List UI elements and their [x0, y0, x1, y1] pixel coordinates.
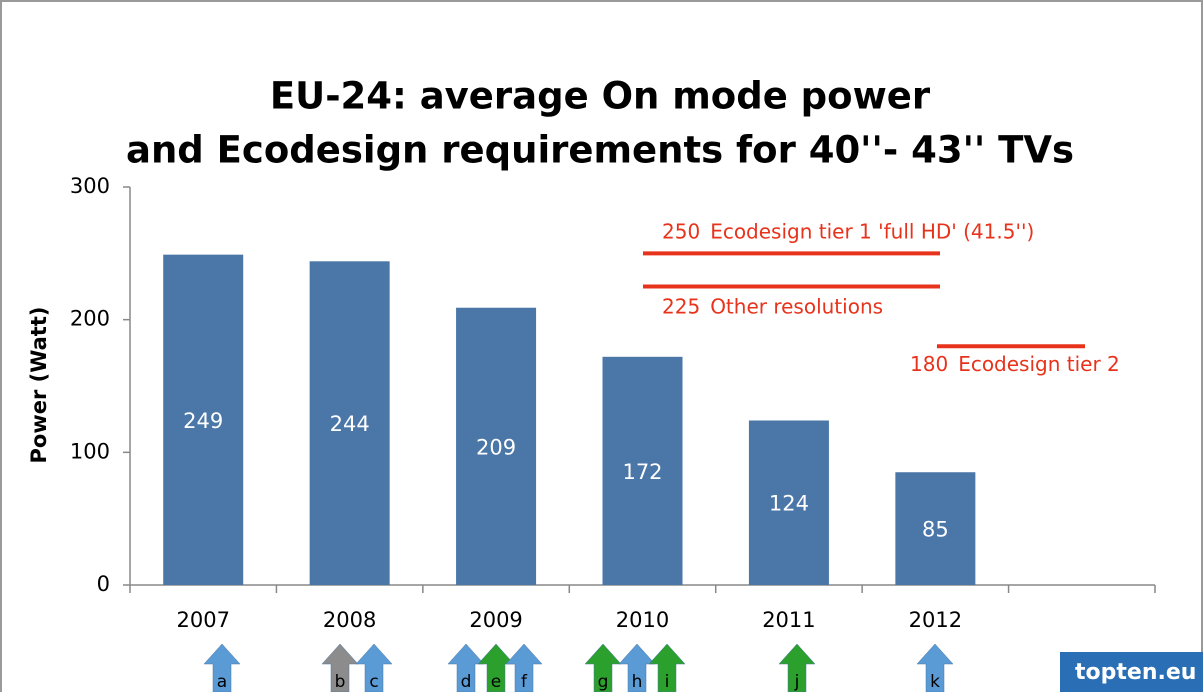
annotation-label: e [491, 672, 501, 692]
bar-label: 172 [622, 460, 662, 484]
reference-text: Ecodesign tier 1 'full HD' (41.5'') [710, 219, 1034, 243]
bar [895, 472, 976, 585]
reference-value: 180 [910, 352, 948, 376]
annotation-label: h [632, 672, 643, 692]
reference-text: Ecodesign tier 2 [958, 352, 1120, 376]
annotation-arrow [778, 643, 816, 692]
annotation-arrow [355, 643, 393, 692]
annotation-label: j [794, 672, 800, 692]
x-tick-label: 2011 [762, 608, 815, 632]
annotation-arrow [505, 643, 543, 692]
annotation-label: c [369, 672, 378, 692]
bar-label: 124 [769, 492, 809, 516]
annotation-label: g [598, 672, 609, 692]
reference-label: 180 Ecodesign tier 2 [910, 352, 1120, 376]
bar-label: 209 [476, 435, 516, 459]
annotation-arrow [916, 643, 954, 692]
annotation-label: d [461, 672, 472, 692]
annotation-label: i [665, 672, 670, 692]
annotation-label: k [930, 672, 940, 692]
annotation-label: f [521, 672, 528, 692]
x-tick-label: 2009 [469, 608, 522, 632]
annotation-arrow [648, 643, 686, 692]
reference-label: 225 Other resolutions [662, 294, 883, 318]
y-tick-label: 300 [70, 174, 110, 198]
annotation-label: a [217, 672, 227, 692]
y-tick-label: 0 [97, 572, 110, 596]
y-tick-label: 100 [70, 439, 110, 463]
x-tick-label: 2012 [909, 608, 962, 632]
bar [748, 420, 829, 585]
chart-title: EU-24: average On mode power [270, 75, 931, 118]
bar [602, 356, 683, 585]
bar-label: 249 [183, 409, 223, 433]
bar-label: 85 [922, 518, 949, 542]
reference-label: 250 Ecodesign tier 1 'full HD' (41.5'') [662, 219, 1034, 243]
x-tick-label: 2007 [176, 608, 229, 632]
y-tick-label: 200 [70, 307, 110, 331]
x-tick-label: 2010 [616, 608, 669, 632]
reference-value: 225 [662, 294, 700, 318]
x-tick-label: 2008 [323, 608, 376, 632]
bar [163, 254, 244, 585]
reference-text: Other resolutions [710, 294, 883, 318]
logo: topten.eu [1075, 660, 1196, 685]
annotation-label: b [335, 672, 346, 692]
chart-title: and Ecodesign requirements for 40''- 43'… [126, 129, 1074, 172]
bar [456, 307, 537, 585]
annotation-arrow [203, 643, 241, 692]
y-axis-label: Power (Watt) [27, 307, 51, 464]
logo-box [1060, 652, 1203, 692]
reference-value: 250 [662, 219, 700, 243]
bar-label: 244 [330, 412, 370, 436]
bar [309, 261, 390, 585]
